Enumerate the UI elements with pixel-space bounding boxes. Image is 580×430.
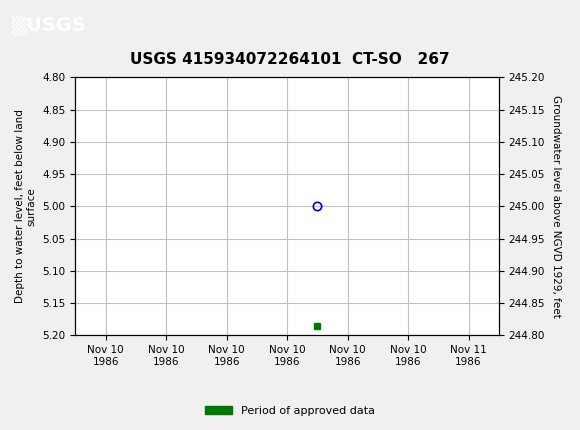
- Y-axis label: Depth to water level, feet below land
surface: Depth to water level, feet below land su…: [15, 110, 37, 303]
- Text: ▒USGS: ▒USGS: [12, 16, 86, 36]
- Legend: Period of approved data: Period of approved data: [200, 401, 380, 420]
- Y-axis label: Groundwater level above NGVD 1929, feet: Groundwater level above NGVD 1929, feet: [550, 95, 561, 318]
- Text: USGS 415934072264101  CT-SO   267: USGS 415934072264101 CT-SO 267: [130, 52, 450, 67]
